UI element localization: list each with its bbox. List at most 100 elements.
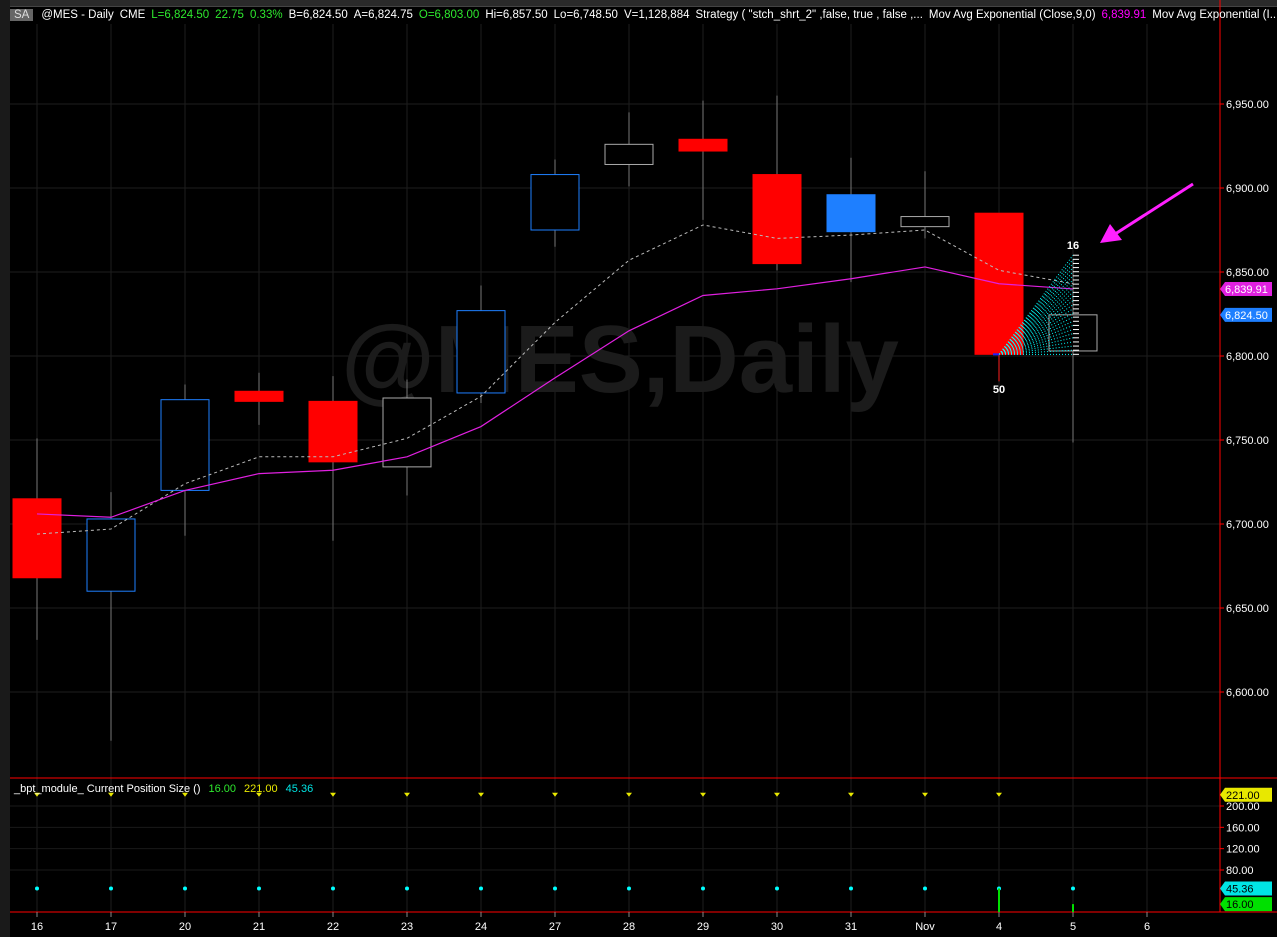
sa-badge[interactable]: SA: [10, 9, 34, 21]
y-tick-label: 6,600.00: [1226, 687, 1269, 699]
fan-line: [998, 283, 1074, 355]
y-tick-label: 6,700.00: [1226, 519, 1269, 531]
fan-line: [998, 341, 1074, 355]
x-tick-label: 27: [549, 921, 561, 933]
position-bar: [998, 888, 1000, 912]
y-tick-label: 6,800.00: [1226, 351, 1269, 363]
candle-body: [308, 400, 358, 463]
fan-top-label: 16: [1067, 240, 1079, 252]
position-marker: [626, 792, 632, 797]
fan-line: [998, 312, 1074, 355]
fan-bottom-label: 50: [993, 384, 1005, 396]
indicator-tick-label: 80.00: [1226, 865, 1254, 877]
price-marker-label: 6,839.91: [1225, 284, 1268, 296]
indicator-marker: [1220, 897, 1272, 912]
position-marker: [478, 792, 484, 797]
indicator-v3: 45.36: [285, 783, 314, 795]
position-dot: [405, 886, 409, 891]
candle-body: [234, 390, 284, 402]
candle-body: [678, 138, 728, 152]
ema1-label[interactable]: Mov Avg Exponential (Close,9,0): [928, 9, 1096, 21]
position-marker: [108, 792, 114, 797]
indicator-header: _bpt_module_ Current Position Size () 16…: [14, 783, 313, 795]
candle-body: [826, 194, 876, 233]
watermark: @MES,Daily: [341, 306, 899, 413]
x-tick-label: 30: [771, 921, 783, 933]
fan-line: [998, 259, 1074, 355]
fan-line: [998, 345, 1074, 355]
fan-line: [998, 300, 1074, 355]
x-tick-label: 5: [1070, 921, 1076, 933]
ema2-label[interactable]: Mov Avg Exponential (I...: [1152, 9, 1277, 21]
indicator-v1: 16.00: [208, 783, 237, 795]
indicator-marker-label: 16.00: [1226, 899, 1254, 911]
indicator-title[interactable]: _bpt_module_ Current Position Size (): [14, 783, 201, 795]
y-tick-label: 6,900.00: [1226, 183, 1269, 195]
fan-line: [998, 296, 1074, 355]
x-tick-label: 22: [327, 921, 339, 933]
x-tick-label: Nov: [915, 921, 935, 933]
ema1-value: 6,839.91: [1101, 9, 1147, 21]
indicator-marker: [1220, 881, 1272, 896]
position-dot: [849, 886, 853, 891]
fan-line: [998, 279, 1074, 355]
indicator-marker-label: 45.36: [1226, 883, 1254, 895]
high: Hi=6,857.50: [485, 9, 548, 21]
x-tick-label: 20: [179, 921, 191, 933]
y-tick-label: 6,950.00: [1226, 99, 1269, 111]
low: Lo=6,748.50: [553, 9, 618, 21]
indicator-tick-label: 120.00: [1226, 844, 1260, 856]
x-tick-label: 21: [253, 921, 265, 933]
position-dot: [1071, 886, 1075, 891]
position-marker: [996, 792, 1002, 797]
candle-body: [382, 397, 432, 468]
position-dot: [479, 886, 483, 891]
position-dot: [183, 886, 187, 891]
position-marker: [774, 792, 780, 797]
position-dot: [257, 886, 261, 891]
chart-header: SA @MES - Daily CME L=6,824.50 22.75 0.3…: [10, 7, 1277, 23]
y-tick-label: 6,650.00: [1226, 603, 1269, 615]
candle-body: [456, 310, 506, 394]
fan-line: [998, 349, 1074, 355]
arrow-head-icon: [1100, 224, 1122, 243]
position-dot: [109, 886, 113, 891]
candle-body: [530, 174, 580, 231]
position-dot: [553, 886, 557, 891]
price-marker: [1220, 281, 1272, 296]
toolbar: [0, 0, 1277, 7]
position-marker: [182, 792, 188, 797]
fan-line: [998, 337, 1074, 355]
candle-body: [12, 498, 62, 579]
position-marker: [256, 792, 262, 797]
x-tick-label: 24: [475, 921, 487, 933]
y-tick-label: 6,850.00: [1226, 267, 1269, 279]
position-dot: [331, 886, 335, 891]
candle-body: [86, 518, 136, 592]
change: 22.75: [215, 9, 244, 21]
ema2-line: [36, 224, 1074, 535]
candle-body: [160, 399, 210, 491]
x-tick-label: 4: [996, 921, 1002, 933]
fan-line: [998, 308, 1074, 355]
indicator-tick-label: 200.00: [1226, 801, 1260, 813]
price-marker: [1220, 307, 1272, 322]
position-marker: [848, 792, 854, 797]
position-marker: [330, 792, 336, 797]
fan-line: [998, 316, 1074, 355]
x-tick-label: 29: [697, 921, 709, 933]
strategy-label[interactable]: Strategy ( "stch_shrt_2" ,false, true , …: [695, 9, 923, 21]
position-marker: [700, 792, 706, 797]
indicator-marker: [1220, 787, 1272, 802]
indicator-marker-label: 221.00: [1226, 790, 1260, 802]
ask: A=6,824.75: [353, 9, 413, 21]
position-dot: [35, 886, 39, 891]
x-tick-label: 16: [31, 921, 43, 933]
arrow-icon: [1111, 182, 1194, 238]
y-tick-label: 6,750.00: [1226, 435, 1269, 447]
position-dot: [923, 886, 927, 891]
volume: V=1,128,884: [623, 9, 690, 21]
x-tick-label: 23: [401, 921, 413, 933]
position-dot: [627, 886, 631, 891]
